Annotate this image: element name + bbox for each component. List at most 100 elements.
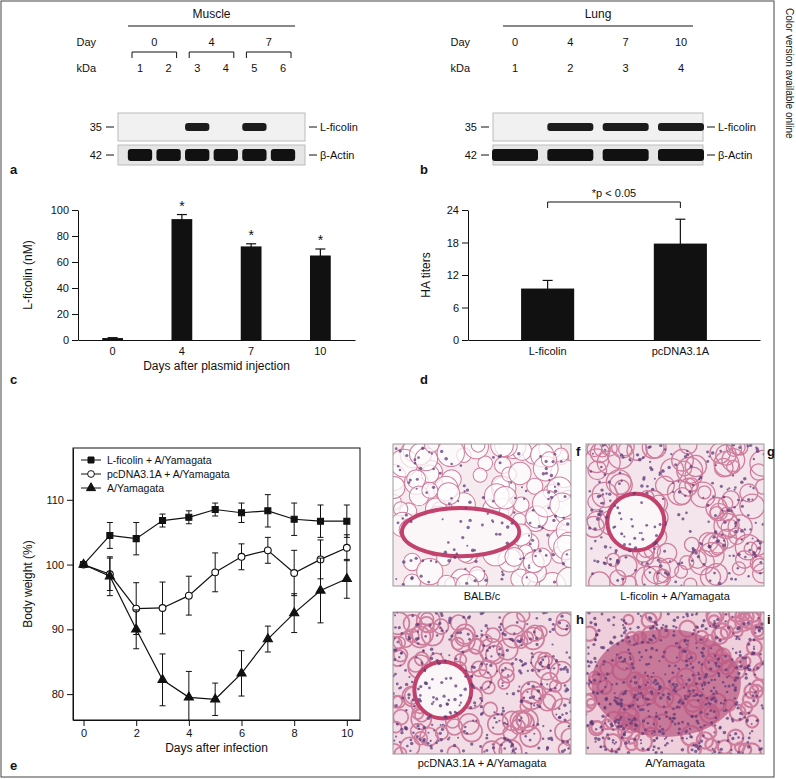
nucleus bbox=[715, 464, 717, 466]
nucleus bbox=[553, 580, 556, 583]
nucleus bbox=[473, 701, 476, 704]
tick-label: 90 bbox=[52, 623, 64, 635]
nucleus bbox=[560, 615, 563, 618]
alveolus bbox=[488, 714, 508, 734]
nucleus bbox=[549, 729, 551, 731]
nucleus bbox=[711, 482, 714, 485]
nucleus bbox=[415, 637, 418, 640]
nucleus bbox=[738, 446, 741, 449]
nucleus bbox=[456, 631, 459, 634]
error-cap bbox=[186, 510, 192, 511]
nucleus bbox=[633, 738, 636, 741]
nucleus bbox=[531, 539, 534, 542]
nucleus bbox=[701, 685, 703, 687]
nucleus bbox=[652, 672, 654, 674]
alveolus bbox=[714, 513, 739, 538]
histology-image bbox=[393, 612, 571, 754]
nucleus bbox=[620, 480, 622, 482]
nucleus bbox=[472, 720, 474, 722]
tick-mark bbox=[72, 210, 78, 211]
tick-label: 24 bbox=[447, 204, 459, 216]
tick-label: 2 bbox=[134, 727, 140, 739]
nucleus bbox=[487, 627, 489, 629]
nucleus bbox=[674, 463, 677, 466]
nucleus bbox=[432, 486, 435, 489]
nucleus bbox=[604, 706, 606, 708]
nucleus bbox=[475, 635, 478, 638]
series-line bbox=[84, 548, 347, 609]
nucleus bbox=[566, 522, 569, 525]
nucleus bbox=[426, 742, 429, 745]
nucleus bbox=[405, 683, 408, 686]
nucleus bbox=[677, 722, 680, 725]
marker bbox=[318, 518, 324, 524]
nucleus bbox=[597, 738, 601, 742]
nucleus bbox=[547, 498, 549, 500]
nucleus bbox=[444, 550, 448, 554]
nucleus bbox=[681, 517, 684, 520]
nucleus bbox=[630, 518, 632, 520]
legend-marker bbox=[88, 471, 95, 478]
error-cap bbox=[265, 563, 271, 564]
alveolus bbox=[743, 653, 761, 671]
nucleus bbox=[431, 678, 434, 681]
nucleus bbox=[499, 461, 502, 464]
nucleus bbox=[444, 724, 446, 726]
nucleus bbox=[401, 696, 404, 699]
infiltrate bbox=[591, 629, 741, 737]
tick-mark bbox=[462, 340, 468, 341]
nucleus bbox=[609, 558, 612, 561]
nucleus bbox=[759, 561, 762, 564]
alveolus bbox=[586, 627, 596, 641]
nucleus bbox=[552, 628, 555, 631]
tick-label: 0 bbox=[63, 334, 69, 346]
blot-band bbox=[271, 149, 295, 161]
nucleus bbox=[600, 646, 603, 649]
nucleus bbox=[520, 672, 523, 675]
error-cap bbox=[177, 214, 187, 215]
nucleus bbox=[697, 555, 700, 558]
tick-label: 20 bbox=[57, 308, 69, 320]
tick-label: 18 bbox=[447, 237, 459, 249]
nucleus bbox=[642, 456, 645, 459]
nucleus bbox=[724, 655, 727, 658]
nucleus bbox=[713, 622, 716, 625]
nucleus bbox=[681, 748, 685, 752]
nucleus bbox=[511, 662, 514, 665]
blot-band bbox=[547, 123, 593, 131]
error-cap bbox=[107, 556, 113, 557]
kda-dash bbox=[106, 127, 114, 128]
nucleus bbox=[590, 547, 592, 549]
nucleus bbox=[400, 728, 403, 731]
tick-mark bbox=[72, 288, 78, 289]
nucleus bbox=[761, 704, 764, 707]
nucleus bbox=[611, 724, 614, 727]
nucleus bbox=[492, 746, 495, 749]
tick-label: 12 bbox=[447, 269, 459, 281]
nucleus bbox=[410, 577, 413, 580]
nucleus bbox=[668, 665, 671, 668]
nucleus bbox=[739, 654, 742, 657]
error-cap bbox=[239, 503, 245, 504]
nucleus bbox=[483, 570, 485, 572]
nucleus bbox=[597, 495, 600, 498]
nucleus bbox=[484, 579, 487, 582]
alveolus bbox=[550, 662, 571, 684]
nucleus bbox=[424, 681, 427, 684]
nucleus bbox=[732, 554, 735, 557]
blot-band bbox=[214, 149, 238, 161]
kda-value: 35 bbox=[465, 121, 477, 133]
nucleus bbox=[685, 659, 688, 662]
nucleus bbox=[741, 539, 743, 541]
alveolus bbox=[744, 684, 758, 698]
nucleus bbox=[677, 732, 680, 735]
nucleus bbox=[657, 747, 660, 750]
nucleus bbox=[468, 519, 471, 522]
error-cap bbox=[246, 243, 256, 244]
nucleus bbox=[599, 726, 602, 729]
title-rule bbox=[128, 26, 295, 27]
nucleus bbox=[720, 485, 723, 488]
nucleus bbox=[691, 715, 694, 718]
nucleus bbox=[409, 559, 412, 562]
error-cap bbox=[133, 609, 139, 610]
